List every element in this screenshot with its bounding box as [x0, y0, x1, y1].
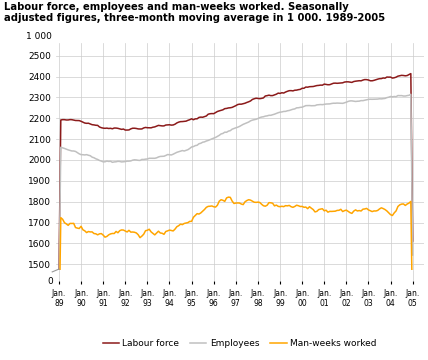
- Text: 02: 02: [342, 300, 351, 309]
- Text: Jan.: Jan.: [74, 289, 88, 298]
- Text: Jan.: Jan.: [251, 289, 265, 298]
- Text: adjusted figures, three-month moving average in 1 000. 1989-2005: adjusted figures, three-month moving ave…: [4, 13, 385, 23]
- Text: Jan.: Jan.: [229, 289, 243, 298]
- Labour force: [276, 91, 281, 95]
- Text: Jan.: Jan.: [162, 289, 177, 298]
- Text: Jan.: Jan.: [361, 289, 376, 298]
- Text: Jan.: Jan.: [140, 289, 155, 298]
- Man-weeks worked: [185, 220, 190, 225]
- Text: Jan.: Jan.: [317, 289, 331, 298]
- Line: Labour force: Labour force: [59, 73, 413, 273]
- Text: Jan.: Jan.: [273, 289, 287, 298]
- Text: 01: 01: [319, 300, 329, 309]
- Text: 98: 98: [253, 300, 263, 309]
- Man-weeks worked: [56, 335, 62, 339]
- Labour force: [198, 115, 203, 119]
- Text: 94: 94: [165, 300, 174, 309]
- Man-weeks worked: [277, 204, 282, 209]
- Text: 91: 91: [98, 300, 108, 309]
- Employees: [185, 148, 190, 152]
- Employees: [139, 157, 144, 162]
- Employees: [276, 111, 281, 115]
- Man-weeks worked: [322, 209, 327, 213]
- Text: 05: 05: [408, 300, 418, 309]
- Employees: [320, 103, 325, 107]
- Man-weeks worked: [226, 195, 231, 199]
- Text: 95: 95: [187, 300, 196, 309]
- Line: Man-weeks worked: Man-weeks worked: [59, 197, 413, 337]
- Text: Jan.: Jan.: [383, 289, 398, 298]
- Text: Jan.: Jan.: [118, 289, 132, 298]
- Text: 97: 97: [231, 300, 241, 309]
- Legend: Labour force, Employees, Man-weeks worked: Labour force, Employees, Man-weeks worke…: [99, 336, 380, 352]
- Text: 96: 96: [209, 300, 219, 309]
- Employees: [322, 102, 327, 107]
- Employees: [56, 288, 62, 293]
- Text: Jan.: Jan.: [406, 289, 420, 298]
- Line: Employees: Employees: [59, 94, 413, 291]
- Employees: [410, 253, 415, 257]
- Text: 89: 89: [54, 300, 64, 309]
- Text: Labour force, employees and man-weeks worked. Seasonally: Labour force, employees and man-weeks wo…: [4, 2, 349, 12]
- Text: 1 000: 1 000: [26, 32, 52, 41]
- Text: 03: 03: [363, 300, 373, 309]
- Text: 99: 99: [275, 300, 285, 309]
- Text: Jan.: Jan.: [207, 289, 221, 298]
- Text: Jan.: Jan.: [339, 289, 354, 298]
- Text: 93: 93: [143, 300, 152, 309]
- Labour force: [410, 239, 415, 243]
- Text: 00: 00: [297, 300, 307, 309]
- Text: 90: 90: [76, 300, 86, 309]
- Employees: [198, 141, 203, 145]
- Labour force: [56, 270, 62, 275]
- Text: Jan.: Jan.: [184, 289, 199, 298]
- Labour force: [185, 118, 190, 122]
- Man-weeks worked: [139, 234, 144, 238]
- Text: 04: 04: [386, 300, 395, 309]
- Man-weeks worked: [198, 211, 203, 215]
- Man-weeks worked: [324, 208, 329, 212]
- Labour force: [320, 83, 325, 87]
- Labour force: [322, 82, 327, 86]
- Man-weeks worked: [410, 324, 415, 329]
- Text: Jan.: Jan.: [295, 289, 309, 298]
- Labour force: [408, 71, 413, 76]
- Labour force: [139, 127, 144, 131]
- Text: Jan.: Jan.: [52, 289, 66, 298]
- Employees: [408, 92, 413, 96]
- Text: 92: 92: [120, 300, 130, 309]
- Text: Jan.: Jan.: [96, 289, 110, 298]
